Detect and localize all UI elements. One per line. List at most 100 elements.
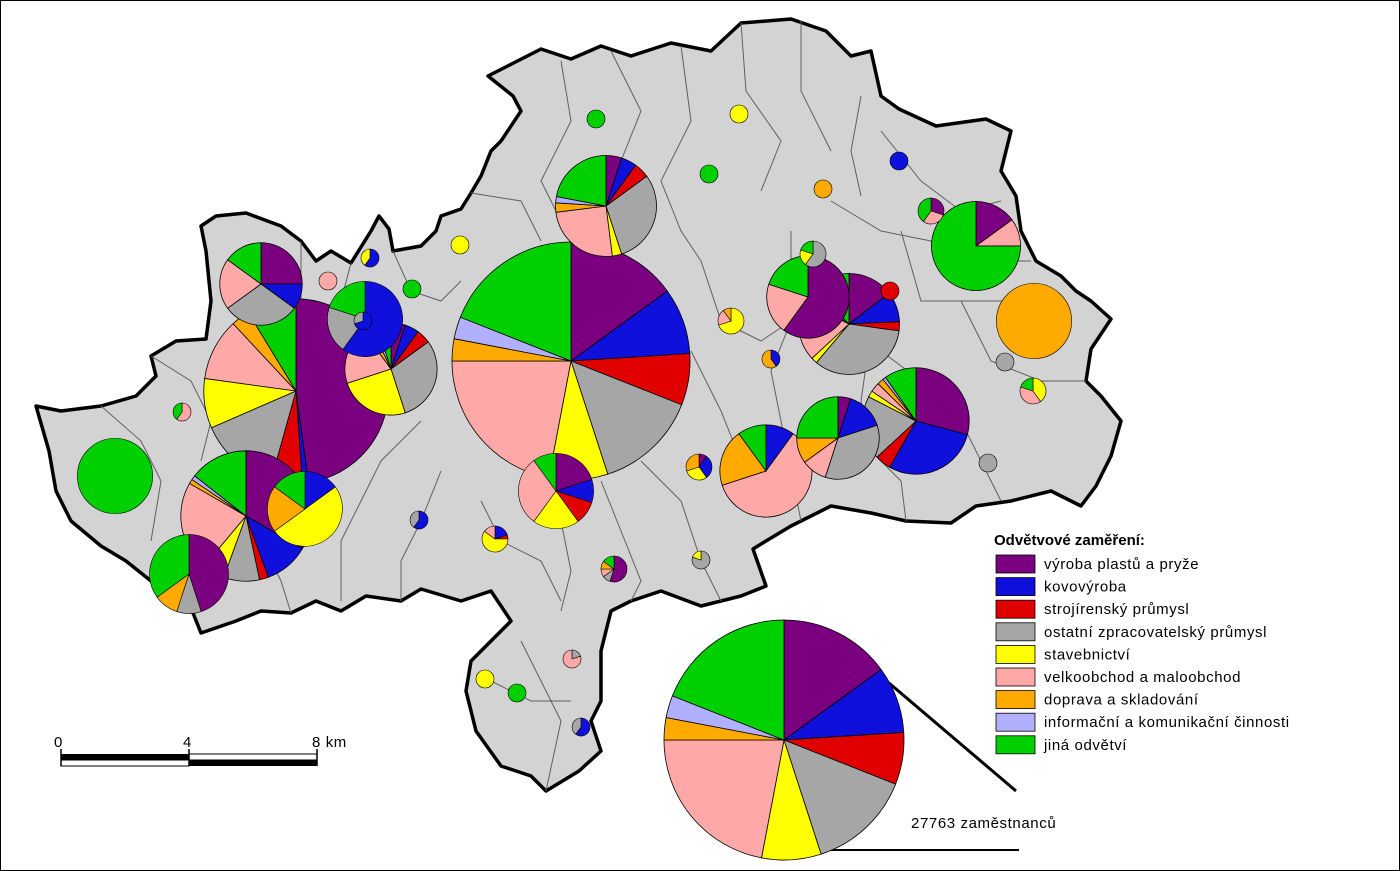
municipality-marker-8 bbox=[360, 248, 380, 268]
legend-item: velkoobchod a maloobchod bbox=[995, 667, 1241, 687]
pie-slice-9 bbox=[274, 471, 306, 510]
pie-slice-5 bbox=[360, 248, 371, 266]
pie-slice-6 bbox=[766, 283, 809, 331]
pie-slice-4 bbox=[409, 510, 420, 528]
legend-swatch bbox=[995, 667, 1036, 687]
pie-slice-5 bbox=[686, 466, 708, 481]
pie-slice-6 bbox=[484, 525, 496, 540]
pie-slice-3 bbox=[880, 281, 900, 301]
municipality-marker-18 bbox=[172, 402, 192, 422]
municipality-pie-13 bbox=[149, 534, 229, 614]
pie-slice-2 bbox=[342, 281, 403, 357]
pie-slice-1 bbox=[783, 619, 882, 741]
scale-label-8: 8 km bbox=[312, 734, 347, 751]
legend-swatch bbox=[995, 690, 1036, 709]
pie-slice-5 bbox=[729, 104, 749, 124]
legend-item: ostatní zpracovatelský průmysl bbox=[995, 622, 1267, 642]
municipality-marker-15 bbox=[761, 349, 781, 369]
municipality-pie-12 bbox=[796, 396, 880, 480]
pie-slice-9 bbox=[1020, 377, 1034, 392]
scale-label-4: 4 bbox=[183, 734, 192, 751]
legend-label: stavebnictví bbox=[1044, 646, 1131, 663]
municipality-marker-24 bbox=[600, 555, 628, 583]
pie-slice-5 bbox=[692, 550, 702, 561]
municipality-marker-21 bbox=[409, 510, 429, 530]
municipality-marker-28 bbox=[571, 717, 591, 737]
municipality-marker-25 bbox=[562, 649, 582, 669]
pie-slice-9 bbox=[931, 201, 1021, 291]
municipality-pie-1 bbox=[451, 241, 691, 481]
pie-slice-9 bbox=[328, 281, 366, 320]
municipality-pie-4 bbox=[862, 367, 970, 475]
legend: Odvětvové zaměření: výroba plastů a pryž… bbox=[994, 532, 1290, 755]
municipality-marker-9 bbox=[318, 271, 338, 291]
scale-bar-segment-1 bbox=[61, 754, 189, 760]
pie-slice-2 bbox=[889, 151, 909, 171]
pie-slice-7 bbox=[813, 179, 833, 199]
pie-slice-7 bbox=[996, 283, 1072, 359]
pie-layer bbox=[77, 104, 1072, 737]
pie-slice-5 bbox=[475, 669, 495, 689]
pie-slice-4 bbox=[571, 717, 582, 735]
municipality-marker-11 bbox=[353, 311, 373, 331]
pie-slice-4 bbox=[227, 283, 295, 326]
pie-slice-9 bbox=[459, 241, 572, 362]
pie-slice-9 bbox=[884, 367, 917, 423]
municipality-marker-23 bbox=[691, 550, 711, 570]
municipality-pie-8 bbox=[719, 424, 813, 518]
pie-slice-9 bbox=[699, 164, 719, 184]
pie-slice-2 bbox=[889, 420, 968, 475]
pie-slice-9 bbox=[507, 683, 527, 703]
legend-swatch bbox=[995, 712, 1036, 732]
pie-slice-5 bbox=[481, 530, 509, 553]
pie-slice-9 bbox=[603, 555, 615, 570]
legend-item: strojírenský průmysl bbox=[995, 599, 1189, 619]
legend-label: doprava a skladování bbox=[1044, 692, 1199, 709]
scale-bar-segment-2 bbox=[60, 759, 190, 767]
legend-swatch bbox=[995, 577, 1036, 596]
pie-slice-4 bbox=[815, 323, 900, 375]
size-legend-label: 27763 zaměstnanců bbox=[911, 815, 1056, 832]
pie-slice-2 bbox=[575, 717, 591, 737]
legend-swatch bbox=[995, 735, 1036, 755]
pie-slice-5 bbox=[1032, 377, 1047, 402]
pie-slice-7 bbox=[722, 307, 732, 322]
pie-slice-9 bbox=[917, 197, 932, 222]
municipality-pie-9 bbox=[931, 201, 1021, 291]
pie-slice-5 bbox=[450, 235, 470, 255]
pie-slice-2 bbox=[413, 510, 429, 530]
legend-label: informační a komunikační činnosti bbox=[1044, 714, 1290, 731]
legend-label: ostatní zpracovatelský průmysl bbox=[1044, 624, 1267, 641]
legend-item: jiná odvětví bbox=[995, 735, 1127, 755]
municipality-marker-26 bbox=[475, 669, 495, 689]
legend-label: velkoobchod a maloobchod bbox=[1044, 669, 1241, 686]
municipality-marker-20 bbox=[978, 453, 998, 473]
municipality-pie-17 bbox=[996, 283, 1072, 359]
pie-slice-7 bbox=[719, 433, 767, 486]
pie-slice-6 bbox=[176, 402, 192, 422]
pie-slice-6 bbox=[663, 739, 785, 859]
legend-item: výroba plastů a pryže bbox=[995, 554, 1199, 574]
pie-slice-9 bbox=[533, 453, 557, 492]
pie-slice-5 bbox=[274, 486, 343, 547]
pie-slice-6 bbox=[562, 649, 582, 669]
pie-slice-6 bbox=[922, 210, 944, 225]
legend-swatch bbox=[995, 622, 1036, 642]
municipality-marker-10 bbox=[402, 279, 422, 299]
municipality-pie-10 bbox=[219, 242, 303, 326]
pie-slice-1 bbox=[555, 453, 593, 492]
pie-slice-1 bbox=[930, 197, 945, 216]
legend-label: strojírenský průmysl bbox=[1044, 601, 1189, 618]
municipality-marker-6 bbox=[917, 197, 945, 225]
pie-slice-6 bbox=[518, 460, 557, 522]
municipality-marker-12 bbox=[717, 307, 745, 335]
municipality-marker-16 bbox=[995, 352, 1015, 372]
municipality-marker-17 bbox=[1019, 377, 1047, 405]
size-legend-leader bbox=[888, 681, 1017, 793]
pie-slice-9 bbox=[586, 109, 606, 129]
municipality-marker-3 bbox=[699, 164, 719, 184]
pie-slice-6 bbox=[219, 259, 262, 309]
pie-slice-9 bbox=[149, 534, 190, 598]
